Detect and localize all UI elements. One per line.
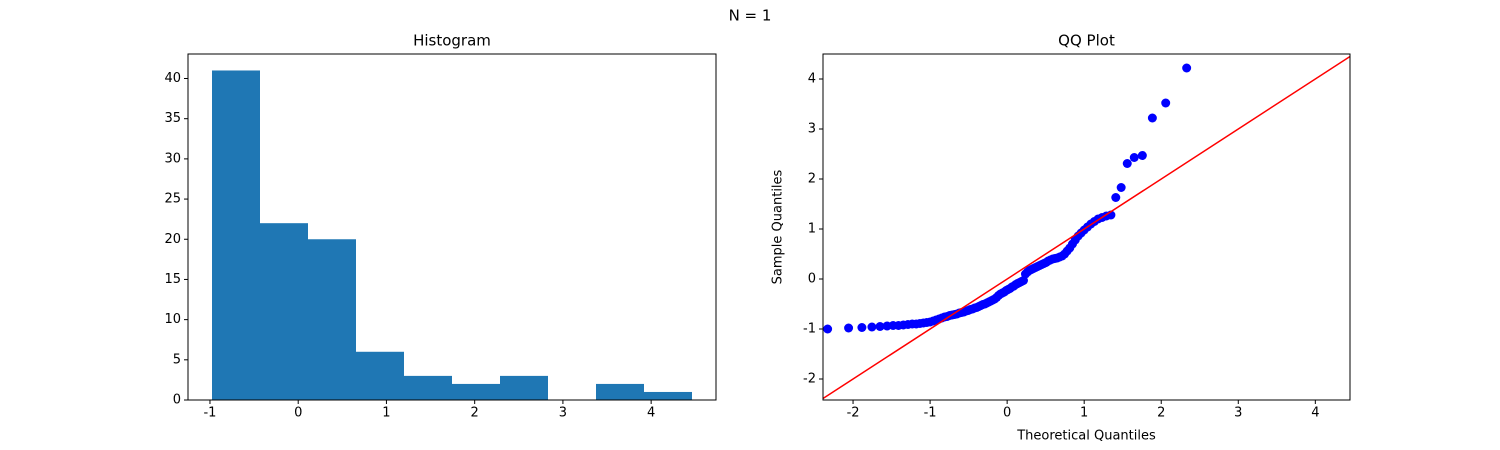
y-tick-label: 1 [808,222,816,237]
plot-area [212,70,692,400]
x-axis-label: Theoretical Quantiles [1016,429,1156,444]
qq-point [867,322,877,332]
y-tick-label: 25 [164,192,181,207]
plot-area [823,55,1350,400]
bar [452,383,500,400]
axes-frame [187,53,717,401]
y-tick-label: 2 [808,172,816,187]
axes-frame [822,53,1351,401]
bar [500,375,548,400]
axes-title: QQ Plot [1058,32,1115,50]
qq-point [1137,151,1147,160]
x-tick-label: 2 [1157,406,1165,421]
reference-line [823,55,1350,400]
qq-point [1161,98,1171,108]
x-tick-label: 0 [1003,406,1011,421]
x-tick-label: 3 [1234,406,1242,421]
x-tick-label: -2 [847,406,860,421]
axes-title: Histogram [413,32,491,50]
y-tick-label: 35 [164,111,181,126]
y-tick-label: 40 [164,71,181,86]
x-tick-label: 4 [647,406,655,421]
x-tick-label: 4 [1311,406,1319,421]
y-tick-label: 20 [164,232,181,247]
y-axis-label: Sample Quantiles [771,169,786,284]
qq-point [1111,193,1121,202]
x-tick-label: 2 [471,406,479,421]
x-tick-label: 3 [559,406,567,421]
bar [356,351,404,400]
qq-point [875,322,885,331]
y-tick-label: 5 [173,352,181,367]
y-tick-label: -2 [803,372,816,387]
qq-point [1122,159,1132,168]
bar [260,223,308,400]
y-tick-label: 4 [808,72,816,87]
x-tick-label: 0 [294,406,302,421]
bar [404,375,452,400]
x-tick-label: -1 [924,406,937,421]
qq-point [1129,153,1139,162]
qq-point [1147,113,1157,123]
y-tick-label: 10 [164,312,181,327]
bar [212,70,260,400]
x-tick-label: 1 [382,406,390,421]
y-tick-label: 30 [164,151,181,166]
x-tick-label: 1 [1080,406,1088,421]
qq-point [857,323,867,332]
y-tick-label: 0 [173,393,181,408]
y-tick-label: -1 [803,322,816,337]
x-tick-label: -1 [203,406,216,421]
qq-point [823,324,833,334]
bar [308,239,356,400]
y-tick-label: 15 [164,272,181,287]
figure-title: N = 1 [729,7,772,25]
y-tick-label: 0 [808,272,816,287]
y-tick-label: 3 [808,122,816,137]
qq-point [1182,63,1192,73]
qq-point [844,323,854,333]
bar [644,391,692,400]
bar [596,383,644,400]
qq-point [1116,183,1126,192]
